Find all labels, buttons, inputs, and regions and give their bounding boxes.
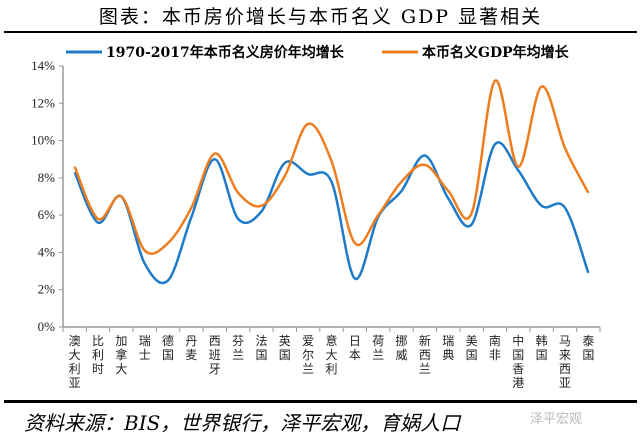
x-tick-label: 荷兰 (372, 334, 384, 362)
x-tick-label: 韩国 (536, 333, 548, 362)
x-tick-label: 法国 (255, 334, 267, 362)
x-tick-label: 日本 (349, 334, 361, 362)
source-note: 资料来源：BIS，世界银行，泽平宏观，育娲人口 (24, 411, 461, 435)
x-tick-label: 爱尔兰 (302, 334, 314, 376)
watermark: 泽平宏观 (530, 412, 583, 427)
x-tick-label: 英国 (279, 334, 291, 362)
line-chart: 0% 2% 4% 6% 8% 10% 12% 14% 澳大利亚比利时加拿大瑞士德国丹麦西班牙芬兰… (31, 44, 601, 390)
y-tick-label: 10% (31, 133, 55, 148)
x-tick-label: 丹麦 (185, 334, 197, 362)
y-tick-label: 4% (38, 244, 56, 259)
x-tick-label: 瑞典 (442, 334, 454, 362)
chart-title: 图表：本币房价增长与本币名义 GDP 显著相关 (98, 6, 543, 28)
y-tick-label: 2% (38, 282, 56, 297)
x-tick-label: 泰国 (582, 334, 594, 362)
x-tick-label: 中国香港 (512, 333, 524, 390)
x-tick-label: 德国 (162, 333, 174, 362)
x-tick-label: 马来西亚 (559, 334, 571, 390)
y-tick-label: 12% (31, 95, 55, 110)
x-tick-label: 比利时 (92, 334, 104, 376)
x-tick-label: 美国 (466, 334, 478, 362)
footer-divider (4, 400, 637, 403)
x-tick-label: 芬兰 (232, 334, 244, 362)
y-tick-label: 14% (31, 58, 55, 73)
x-tick-label: 西班牙 (209, 334, 221, 376)
series-line-0 (73, 141, 590, 285)
y-tick-label: 0% (38, 319, 56, 334)
x-tick-label: 意大利 (325, 333, 337, 376)
legend-label-1: 本币名义GDP年均增长 (422, 44, 570, 61)
x-tick-label: 澳大利亚 (69, 334, 81, 390)
x-tick-label: 瑞士 (139, 334, 151, 362)
x-tick-label: 新西兰 (419, 333, 431, 376)
series-line-1 (73, 79, 590, 255)
x-tick-label: 南非 (489, 333, 501, 362)
y-tick-label: 8% (38, 170, 56, 185)
title-divider (4, 31, 637, 33)
x-tick-label: 加拿大 (115, 334, 127, 376)
legend-label-0: 1970-2017年本币名义房价年均增长 (106, 44, 345, 61)
y-tick-label: 6% (38, 207, 56, 222)
x-tick-label: 挪威 (396, 334, 408, 362)
